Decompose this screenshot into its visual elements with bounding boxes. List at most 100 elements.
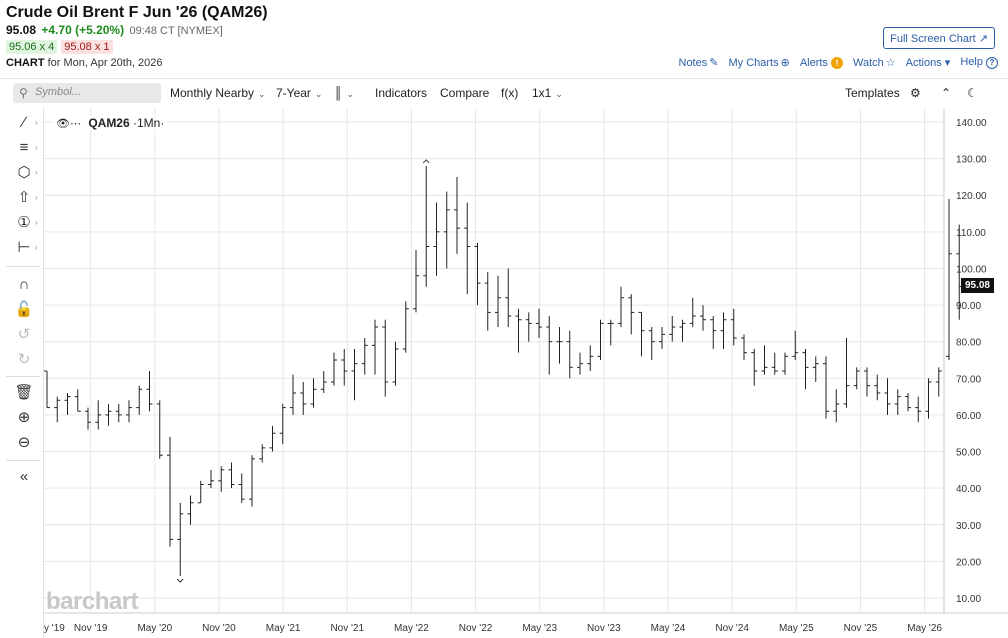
collapse-chevrons-icon[interactable]: ⌃ bbox=[941, 86, 952, 100]
bid-ask: 95.06 x 4 95.08 x 1 bbox=[6, 40, 113, 54]
x-tick-label: May '22 bbox=[394, 623, 429, 634]
pencil-icon: ✎ bbox=[709, 57, 719, 69]
ohlc-bar bbox=[433, 202, 440, 276]
measure-tool-icon[interactable]: ⊢ › bbox=[13, 237, 38, 259]
ohlc-bar bbox=[638, 311, 645, 357]
help-link[interactable]: Help ? bbox=[960, 56, 998, 69]
x-tick-label: Nov '25 bbox=[844, 623, 878, 634]
search-icon: ⚲ bbox=[19, 86, 28, 100]
ohlc-bar bbox=[95, 400, 102, 430]
fibonacci-tool-icon[interactable]: ≡ › bbox=[13, 137, 38, 159]
unlock-icon[interactable]: 🔓 bbox=[14, 301, 34, 318]
ohlc-bar bbox=[74, 389, 81, 412]
zoom-out-icon[interactable]: ⊖ bbox=[17, 434, 31, 451]
ohlc-bar bbox=[279, 403, 286, 445]
ohlc-bar bbox=[792, 330, 799, 360]
trash-icon[interactable]: 🗑 bbox=[14, 384, 34, 401]
alerts-link[interactable]: Alerts ! bbox=[799, 56, 843, 69]
alerts-label: Alerts bbox=[799, 56, 828, 69]
ohlc-bar bbox=[659, 327, 665, 350]
search-placeholder: Symbol... bbox=[35, 86, 81, 98]
numbered-marker-tool-icon[interactable]: ① › bbox=[13, 212, 37, 234]
x-tick-label: Nov '21 bbox=[330, 623, 364, 634]
ohlc-bar bbox=[167, 436, 173, 547]
tool-expand-icon: › bbox=[35, 243, 38, 252]
chevron-down-icon: ⌄ bbox=[346, 89, 355, 99]
ohlc-bar bbox=[44, 370, 50, 409]
period-dropdown[interactable]: Monthly Nearby ⌄ bbox=[170, 86, 266, 100]
my-charts-label: My Charts bbox=[728, 57, 779, 69]
compare-button[interactable]: Compare bbox=[440, 86, 490, 100]
dark-mode-moon-icon[interactable]: ☾ bbox=[967, 86, 978, 100]
fx-button[interactable]: f(x) bbox=[501, 86, 519, 100]
redo-icon[interactable]: ↻ bbox=[17, 351, 31, 368]
y-tick-label: 120.00 bbox=[956, 191, 987, 202]
y-tick-label: 70.00 bbox=[956, 374, 981, 385]
ohlc-bar bbox=[361, 338, 368, 375]
collapse-sidebar-icon[interactable]: « bbox=[19, 468, 29, 485]
ohlc-bar bbox=[884, 378, 891, 415]
x-tick-label: May '20 bbox=[137, 623, 172, 634]
price-chart[interactable]: 140.00 130.00 120.00 110.00 100.00 90.00 80.00… bbox=[44, 108, 1008, 638]
watch-link[interactable]: Watch ☆ bbox=[853, 56, 896, 69]
quote-line: 95.08 +4.70 (+5.20%) 09:48 CT [NYMEX] bbox=[6, 23, 223, 37]
ohlc-bar bbox=[126, 400, 132, 423]
watch-label: Watch bbox=[853, 57, 884, 69]
shape-tool-icon[interactable]: ⬡ › bbox=[13, 162, 37, 184]
chevron-down-icon: ⌄ bbox=[555, 89, 563, 99]
ohlc-bar bbox=[669, 316, 676, 342]
chart-date: for Mon, Apr 20th, 2026 bbox=[47, 57, 163, 69]
ohlc-bar bbox=[812, 356, 819, 382]
x-tick-label: Nov '22 bbox=[459, 623, 493, 634]
ohlc-bar bbox=[136, 385, 143, 415]
ohlc-bar bbox=[249, 455, 255, 507]
ohlc-bar bbox=[915, 396, 922, 423]
price-change: +4.70 (+5.20%) bbox=[41, 23, 125, 37]
settings-gear-icon[interactable]: ⚙ bbox=[910, 86, 921, 100]
x-tick-label: Nov '24 bbox=[715, 623, 749, 634]
arrow-up-tool-icon[interactable]: ⇧ › bbox=[13, 187, 38, 209]
ohlc-bar bbox=[587, 345, 594, 371]
ohlc-bar bbox=[85, 407, 91, 430]
ohlc-bar bbox=[177, 502, 184, 577]
drawing-toolbar: ∕ › ≡ › ⬡ › ⇧ › ① › ⊢ › ∩ 🔓 ↺ ↻ 🗑 ⊕ ⊖ « bbox=[0, 108, 44, 638]
chevron-down-icon: ⌄ bbox=[314, 89, 323, 99]
caret-down-icon: ▾ bbox=[944, 57, 951, 69]
my-charts-link[interactable]: My Charts ⊕ bbox=[728, 56, 789, 69]
x-tick-label: y '19 bbox=[44, 623, 65, 634]
ohlc-bars-icon: ║ bbox=[334, 86, 343, 100]
ohlc-bar bbox=[679, 319, 686, 342]
eye-icon[interactable]: 👁⋯ bbox=[56, 118, 81, 130]
templates-button[interactable]: Templates bbox=[845, 86, 900, 100]
indicators-button[interactable]: Indicators bbox=[375, 86, 428, 100]
notes-link[interactable]: Notes ✎ bbox=[679, 56, 719, 69]
range-dropdown[interactable]: 7-Year ⌄ bbox=[276, 86, 322, 100]
ohlc-bar bbox=[515, 308, 522, 353]
ohlc-bar bbox=[505, 268, 512, 328]
ohlc-bar bbox=[372, 319, 378, 375]
period-label: Monthly Nearby bbox=[170, 86, 255, 100]
actions-menu[interactable]: Actions ▾ bbox=[906, 56, 951, 69]
ohlc-bar bbox=[413, 250, 419, 313]
ohlc-bar bbox=[618, 286, 624, 328]
undo-icon[interactable]: ↺ bbox=[17, 326, 31, 343]
high-marker bbox=[422, 159, 430, 164]
ohlc-bar bbox=[218, 466, 225, 492]
symbol-search-input[interactable]: ⚲ Symbol... bbox=[13, 83, 161, 103]
ohlc-bar bbox=[259, 444, 266, 463]
magnet-icon[interactable]: ∩ bbox=[18, 276, 30, 293]
zoom-in-icon[interactable]: ⊕ bbox=[17, 409, 31, 426]
trendline-tool-icon[interactable]: ∕ › bbox=[13, 112, 38, 134]
bid-badge: 95.06 x 4 bbox=[6, 40, 58, 54]
ohlc-bar bbox=[546, 316, 553, 375]
chart-date-label: CHART for Mon, Apr 20th, 2026 bbox=[6, 57, 163, 69]
ohlc-bar bbox=[556, 327, 563, 364]
layout-dropdown[interactable]: 1x1 ⌄ bbox=[532, 86, 563, 100]
ohlc-bar bbox=[495, 275, 501, 328]
barchart-logo: barchart bbox=[46, 588, 139, 615]
full-screen-label: Full Screen Chart bbox=[890, 33, 976, 45]
chart-type-dropdown[interactable]: ║ ⌄ bbox=[334, 86, 354, 100]
full-screen-button[interactable]: Full Screen Chart ↗ bbox=[883, 27, 995, 49]
ohlc-bar bbox=[443, 191, 450, 269]
ohlc-bar bbox=[228, 462, 235, 489]
